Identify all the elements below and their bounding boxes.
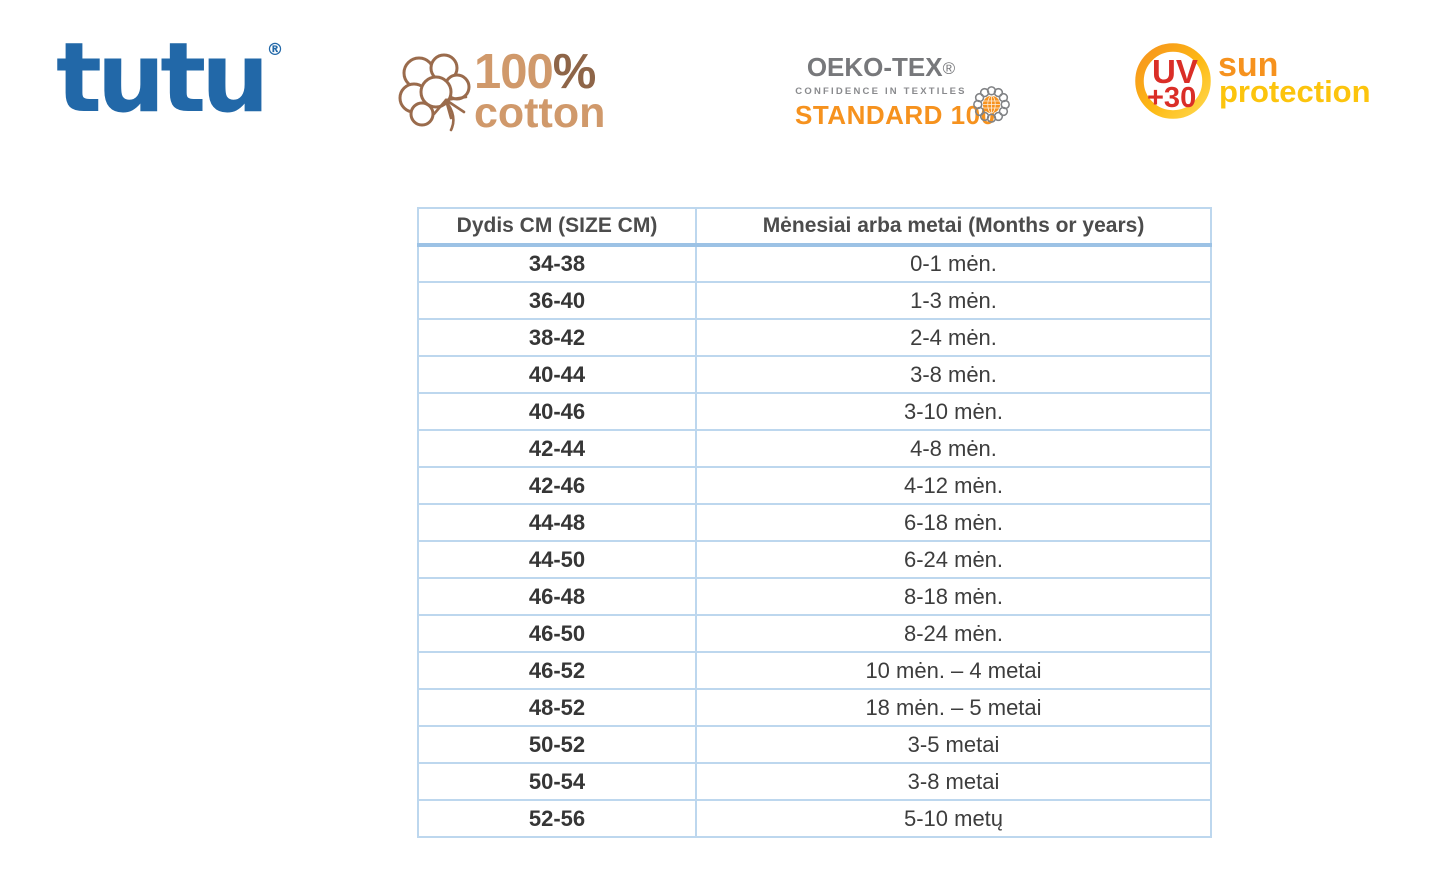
age-cell: 8-18 mėn. [695, 577, 1212, 616]
table-row: 44-48 6-18 mėn. [417, 503, 1212, 542]
table-row: 46-48 8-18 mėn. [417, 577, 1212, 616]
size-cell: 36-40 [417, 281, 697, 320]
oeko-tex-flower-globe-icon [968, 81, 1015, 133]
size-cell: 44-48 [417, 503, 697, 542]
size-cell: 38-42 [417, 318, 697, 357]
size-cell: 40-44 [417, 355, 697, 394]
size-cell: 40-46 [417, 392, 697, 431]
age-cell: 10 mėn. – 4 metai [695, 651, 1212, 690]
size-cell: 50-52 [417, 725, 697, 764]
table-row: 46-50 8-24 mėn. [417, 614, 1212, 653]
size-cell: 48-52 [417, 688, 697, 727]
uv-sun-protection-logo: UV +30 sun protection [1134, 42, 1371, 132]
age-cell: 4-12 mėn. [695, 466, 1212, 505]
table-row: 52-56 5-10 metų [417, 799, 1212, 838]
table-row: 42-46 4-12 mėn. [417, 466, 1212, 505]
protection-label: protection [1219, 74, 1371, 109]
size-cell: 50-54 [417, 762, 697, 801]
size-cell: 52-56 [417, 799, 697, 838]
age-cell: 6-24 mėn. [695, 540, 1212, 579]
age-cell: 0-1 mėn. [695, 244, 1212, 283]
table-row: 50-52 3-5 metai [417, 725, 1212, 764]
table-row: 40-44 3-8 mėn. [417, 355, 1212, 394]
table-row: 44-50 6-24 mėn. [417, 540, 1212, 579]
table-row: 40-46 3-10 mėn. [417, 392, 1212, 431]
cotton-word-label: cotton [474, 89, 606, 138]
size-cell: 42-46 [417, 466, 697, 505]
age-cell: 4-8 mėn. [695, 429, 1212, 468]
sun-ring-icon [1134, 42, 1212, 125]
table-row: 34-38 0-1 mėn. [417, 244, 1212, 283]
age-cell: 8-24 mėn. [695, 614, 1212, 653]
oeko-tex-logo: OEKO-TEX® CONFIDENCE IN TEXTILES STANDAR… [795, 52, 1010, 131]
registered-trademark-icon: ® [266, 40, 284, 60]
table-row: 46-52 10 mėn. – 4 metai [417, 651, 1212, 690]
age-cell: 5-10 metų [695, 799, 1212, 838]
size-table-body: 34-38 0-1 mėn. 36-40 1-3 mėn. 38-42 2-4 mėn. 4… [417, 244, 1212, 838]
oeko-tex-title: OEKO-TEX [806, 52, 943, 82]
table-row: 38-42 2-4 mėn. [417, 318, 1212, 357]
size-cell: 42-44 [417, 429, 697, 468]
size-cell: 46-52 [417, 651, 697, 690]
registered-trademark-icon: ® [942, 59, 956, 78]
age-cell: 3-8 metai [695, 762, 1212, 801]
age-cell: 3-8 mėn. [695, 355, 1212, 394]
size-chart-table: Dydis CM (SIZE CM) Mėnesiai arba metai (… [417, 207, 1212, 838]
oeko-tex-subtitle: CONFIDENCE IN TEXTILES [795, 86, 967, 97]
size-cell: 34-38 [417, 244, 697, 283]
cotton-100-logo: 100% cotton [392, 48, 605, 141]
table-row: 48-52 18 mėn. – 5 metai [417, 688, 1212, 727]
size-cell: 46-50 [417, 614, 697, 653]
table-header-row: Dydis CM (SIZE CM) Mėnesiai arba metai (… [417, 207, 1212, 247]
age-cell: 18 mėn. – 5 metai [695, 688, 1212, 727]
uv-plus30-label: +30 [1147, 82, 1197, 114]
tutu-brand-logo: tutu ® [56, 30, 283, 126]
uv-label: UV [1152, 53, 1198, 90]
cotton-logo-text: 100% cotton [474, 48, 606, 138]
oeko-tex-standard-label: STANDARD 100 [795, 100, 996, 130]
tutu-logo-text: tutu [56, 22, 269, 134]
cotton-100-label: 100 [474, 45, 554, 99]
size-column-header: Dydis CM (SIZE CM) [417, 207, 697, 247]
age-column-header: Mėnesiai arba metai (Months or years) [695, 207, 1212, 247]
table-row: 42-44 4-8 mėn. [417, 429, 1212, 468]
age-cell: 6-18 mėn. [695, 503, 1212, 542]
size-cell: 46-48 [417, 577, 697, 616]
size-cell: 44-50 [417, 540, 697, 579]
sun-label: sun [1218, 46, 1279, 84]
age-cell: 1-3 mėn. [695, 281, 1212, 320]
cotton-boll-icon [392, 48, 478, 141]
age-cell: 3-10 mėn. [695, 392, 1212, 431]
age-cell: 3-5 metai [695, 725, 1212, 764]
percent-sign: % [552, 45, 597, 99]
age-cell: 2-4 mėn. [695, 318, 1212, 357]
table-row: 50-54 3-8 metai [417, 762, 1212, 801]
table-row: 36-40 1-3 mėn. [417, 281, 1212, 320]
